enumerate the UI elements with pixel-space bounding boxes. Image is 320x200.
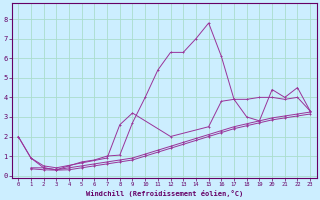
X-axis label: Windchill (Refroidissement éolien,°C): Windchill (Refroidissement éolien,°C) [85,190,243,197]
